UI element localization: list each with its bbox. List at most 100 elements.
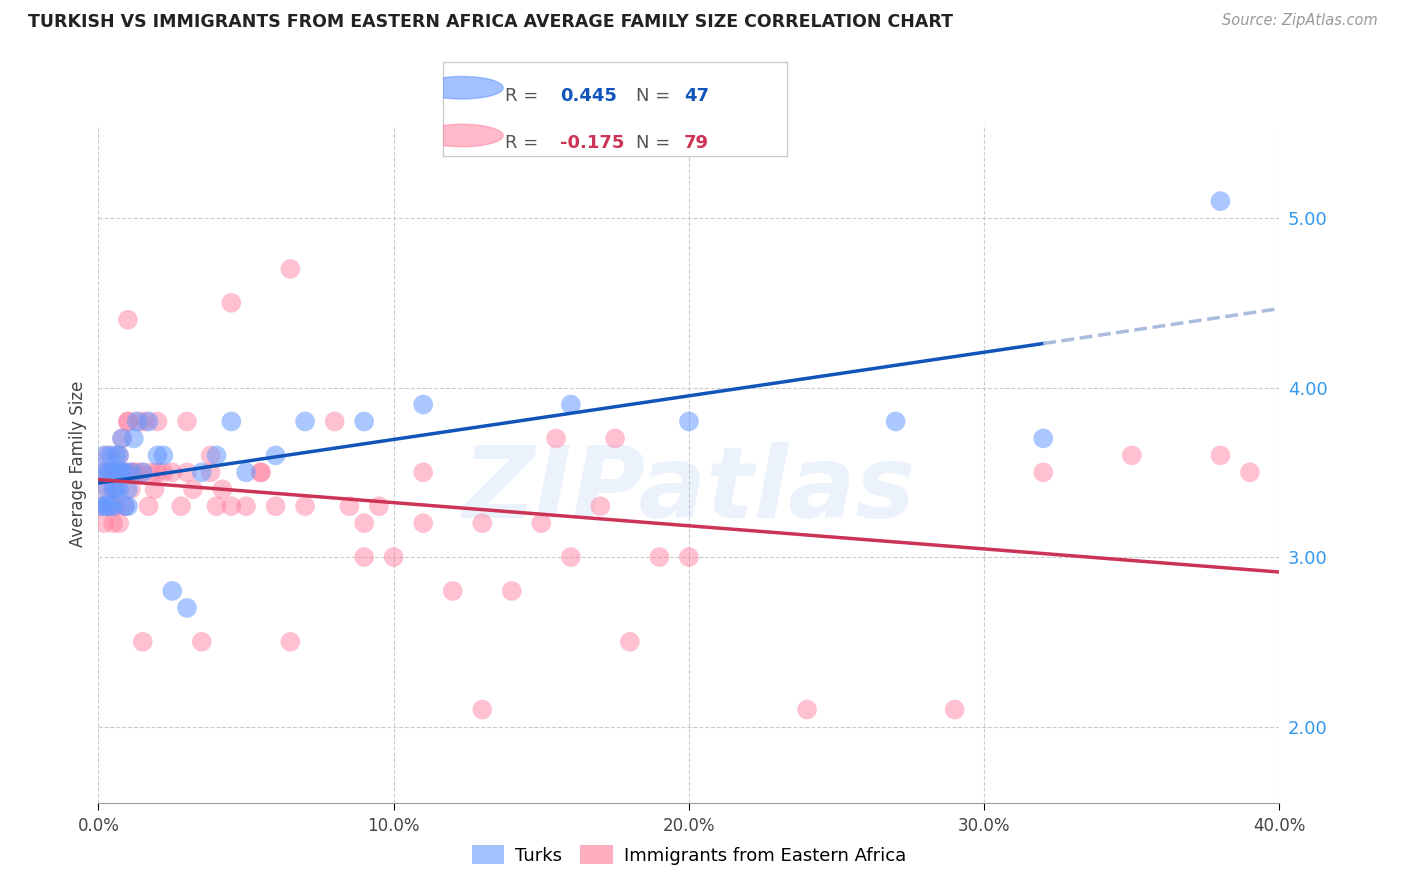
Point xyxy=(176,415,198,429)
Point xyxy=(205,500,228,514)
Text: N =: N = xyxy=(636,135,676,153)
Point xyxy=(122,432,145,446)
Point xyxy=(138,500,160,514)
Point xyxy=(264,500,287,514)
Point xyxy=(368,500,391,514)
Point xyxy=(294,415,316,429)
Point xyxy=(96,483,118,497)
Point xyxy=(96,466,118,480)
Point xyxy=(105,500,128,514)
Point xyxy=(93,500,115,514)
Point xyxy=(323,415,346,429)
Point xyxy=(152,466,174,480)
Point xyxy=(530,516,553,530)
Point xyxy=(1209,194,1232,209)
Y-axis label: Average Family Size: Average Family Size xyxy=(69,381,87,547)
Point xyxy=(353,549,375,565)
Point xyxy=(108,516,131,530)
Point xyxy=(162,466,183,480)
Point xyxy=(619,635,641,649)
Point xyxy=(111,466,134,480)
Point xyxy=(90,500,112,514)
Point xyxy=(219,500,242,514)
Point xyxy=(128,415,150,429)
Point xyxy=(114,466,136,480)
Point xyxy=(412,516,434,530)
Point xyxy=(162,584,183,599)
Point xyxy=(98,500,121,514)
Point xyxy=(143,483,166,497)
Text: -0.175: -0.175 xyxy=(560,135,624,153)
Circle shape xyxy=(420,124,503,147)
Point xyxy=(90,500,112,514)
Point xyxy=(412,466,434,480)
Point xyxy=(353,415,375,429)
Point xyxy=(96,500,118,514)
Point xyxy=(560,398,582,412)
Point xyxy=(98,466,121,480)
Point xyxy=(132,466,155,480)
Point xyxy=(132,466,155,480)
Point xyxy=(98,449,121,463)
Point xyxy=(235,500,257,514)
Point xyxy=(120,466,142,480)
Point xyxy=(96,483,118,497)
Point xyxy=(648,549,671,565)
Point xyxy=(560,549,582,565)
Text: TURKISH VS IMMIGRANTS FROM EASTERN AFRICA AVERAGE FAMILY SIZE CORRELATION CHART: TURKISH VS IMMIGRANTS FROM EASTERN AFRIC… xyxy=(28,13,953,31)
Text: Source: ZipAtlas.com: Source: ZipAtlas.com xyxy=(1222,13,1378,29)
Point xyxy=(200,449,222,463)
Point xyxy=(105,466,128,480)
Point xyxy=(125,466,148,480)
Point xyxy=(117,483,139,497)
Point xyxy=(205,449,228,463)
Text: 79: 79 xyxy=(685,135,709,153)
Point xyxy=(382,549,405,565)
Point xyxy=(546,432,568,446)
Point xyxy=(278,262,302,277)
Point xyxy=(605,432,627,446)
Point xyxy=(114,500,136,514)
Point xyxy=(264,449,287,463)
Point xyxy=(278,635,302,649)
Point xyxy=(108,466,131,480)
Circle shape xyxy=(420,77,503,99)
Point xyxy=(103,500,125,514)
Point xyxy=(105,449,128,463)
Point xyxy=(1032,466,1054,480)
Point xyxy=(176,466,198,480)
Point xyxy=(135,415,157,429)
Point xyxy=(589,500,612,514)
Point xyxy=(114,466,136,480)
Text: R =: R = xyxy=(505,87,544,104)
Text: N =: N = xyxy=(636,87,676,104)
Point xyxy=(678,415,700,429)
Point xyxy=(120,466,142,480)
Point xyxy=(1239,466,1261,480)
Point xyxy=(117,500,139,514)
Point xyxy=(501,584,523,599)
Point xyxy=(1032,432,1054,446)
Text: 47: 47 xyxy=(685,87,709,104)
Point xyxy=(114,500,136,514)
Legend: Turks, Immigrants from Eastern Africa: Turks, Immigrants from Eastern Africa xyxy=(465,838,912,871)
Point xyxy=(108,449,131,463)
Point xyxy=(250,466,273,480)
Point xyxy=(170,500,193,514)
Point xyxy=(98,500,121,514)
Point xyxy=(884,415,907,429)
Point xyxy=(103,466,125,480)
Point xyxy=(111,466,134,480)
Point xyxy=(90,466,112,480)
Point xyxy=(105,466,128,480)
Point xyxy=(441,584,464,599)
Point xyxy=(191,466,214,480)
Point xyxy=(111,432,134,446)
Point xyxy=(93,449,115,463)
Point xyxy=(138,415,160,429)
Point xyxy=(117,415,139,429)
Point xyxy=(235,466,257,480)
Point xyxy=(141,466,163,480)
Point xyxy=(96,449,118,463)
Point xyxy=(111,432,134,446)
